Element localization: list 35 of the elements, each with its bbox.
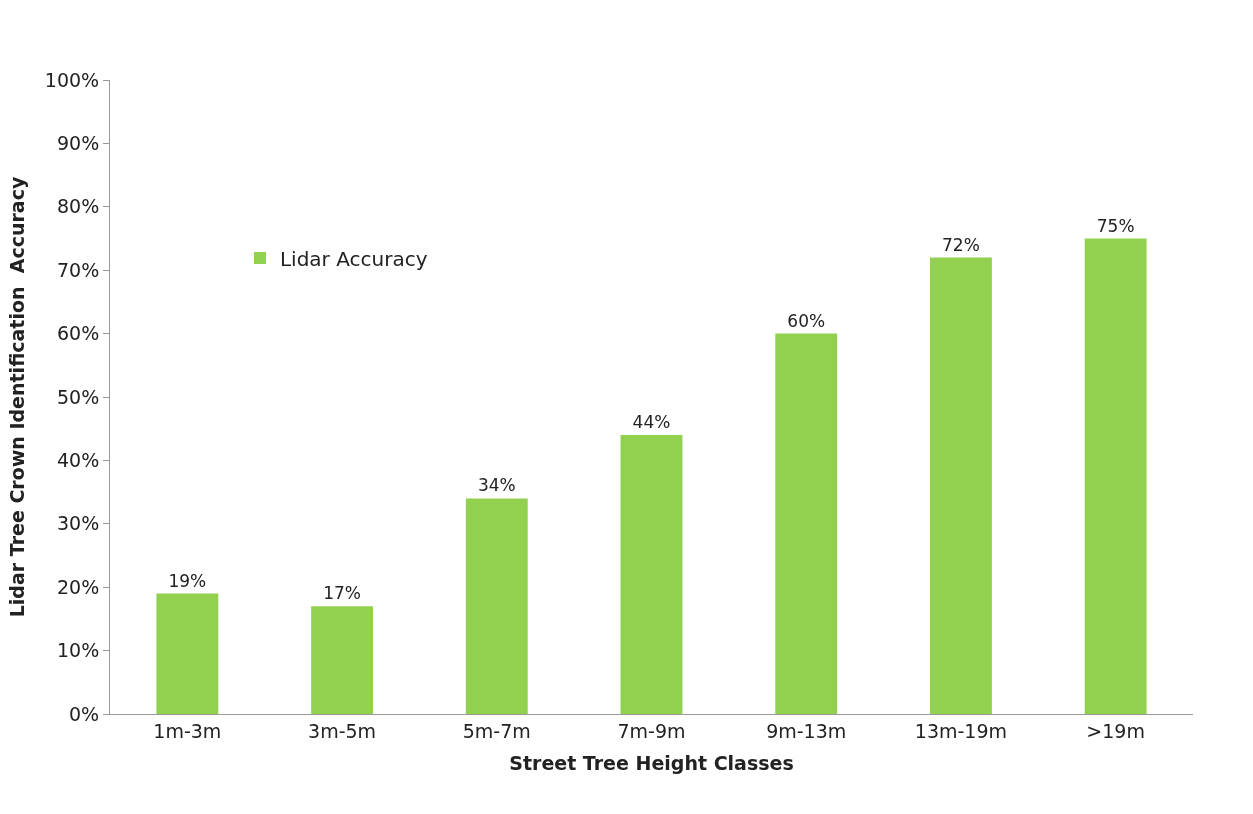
bar — [620, 435, 683, 714]
y-tick-label: 30% — [56, 512, 100, 535]
bar — [1084, 238, 1147, 714]
x-tick-label: 13m-19m — [914, 719, 1008, 742]
bar — [311, 606, 374, 714]
data-label: 72% — [942, 234, 980, 255]
y-tick-label: 80% — [56, 195, 100, 218]
x-tick-label: >19m — [1086, 719, 1145, 742]
y-tick-label: 0% — [69, 702, 100, 725]
y-tick-label: 50% — [56, 385, 100, 408]
y-tick-label: 60% — [56, 322, 100, 345]
data-label: 34% — [477, 475, 516, 496]
y-tick-label: 70% — [56, 258, 100, 281]
bar — [775, 333, 838, 714]
x-tick-label: 5m-7m — [462, 719, 531, 742]
x-tick-label: 1m-3m — [153, 719, 222, 742]
y-axis-title: Lidar Tree Crown Identification Accuracy — [5, 176, 28, 618]
y-tick-label: 20% — [56, 575, 100, 598]
x-tick-label: 3m-5m — [308, 719, 377, 742]
x-axis-title: Street Tree Height Classes — [509, 751, 794, 774]
data-label: 44% — [632, 412, 671, 433]
bar — [465, 498, 528, 714]
y-tick-label: 10% — [56, 639, 100, 662]
bar — [929, 257, 992, 714]
legend-label: Lidar Accuracy — [279, 246, 428, 271]
y-tick-label: 40% — [56, 449, 100, 472]
bar — [156, 593, 219, 714]
x-tick-label: 9m-13m — [766, 719, 847, 742]
data-label: 75% — [1096, 215, 1135, 236]
data-label: 19% — [168, 570, 207, 591]
y-tick-label: 90% — [56, 132, 100, 155]
y-tick-label: 100% — [44, 68, 100, 91]
x-tick-label: 7m-9m — [617, 719, 686, 742]
data-label: 60% — [787, 310, 826, 331]
data-label: 17% — [323, 583, 361, 604]
